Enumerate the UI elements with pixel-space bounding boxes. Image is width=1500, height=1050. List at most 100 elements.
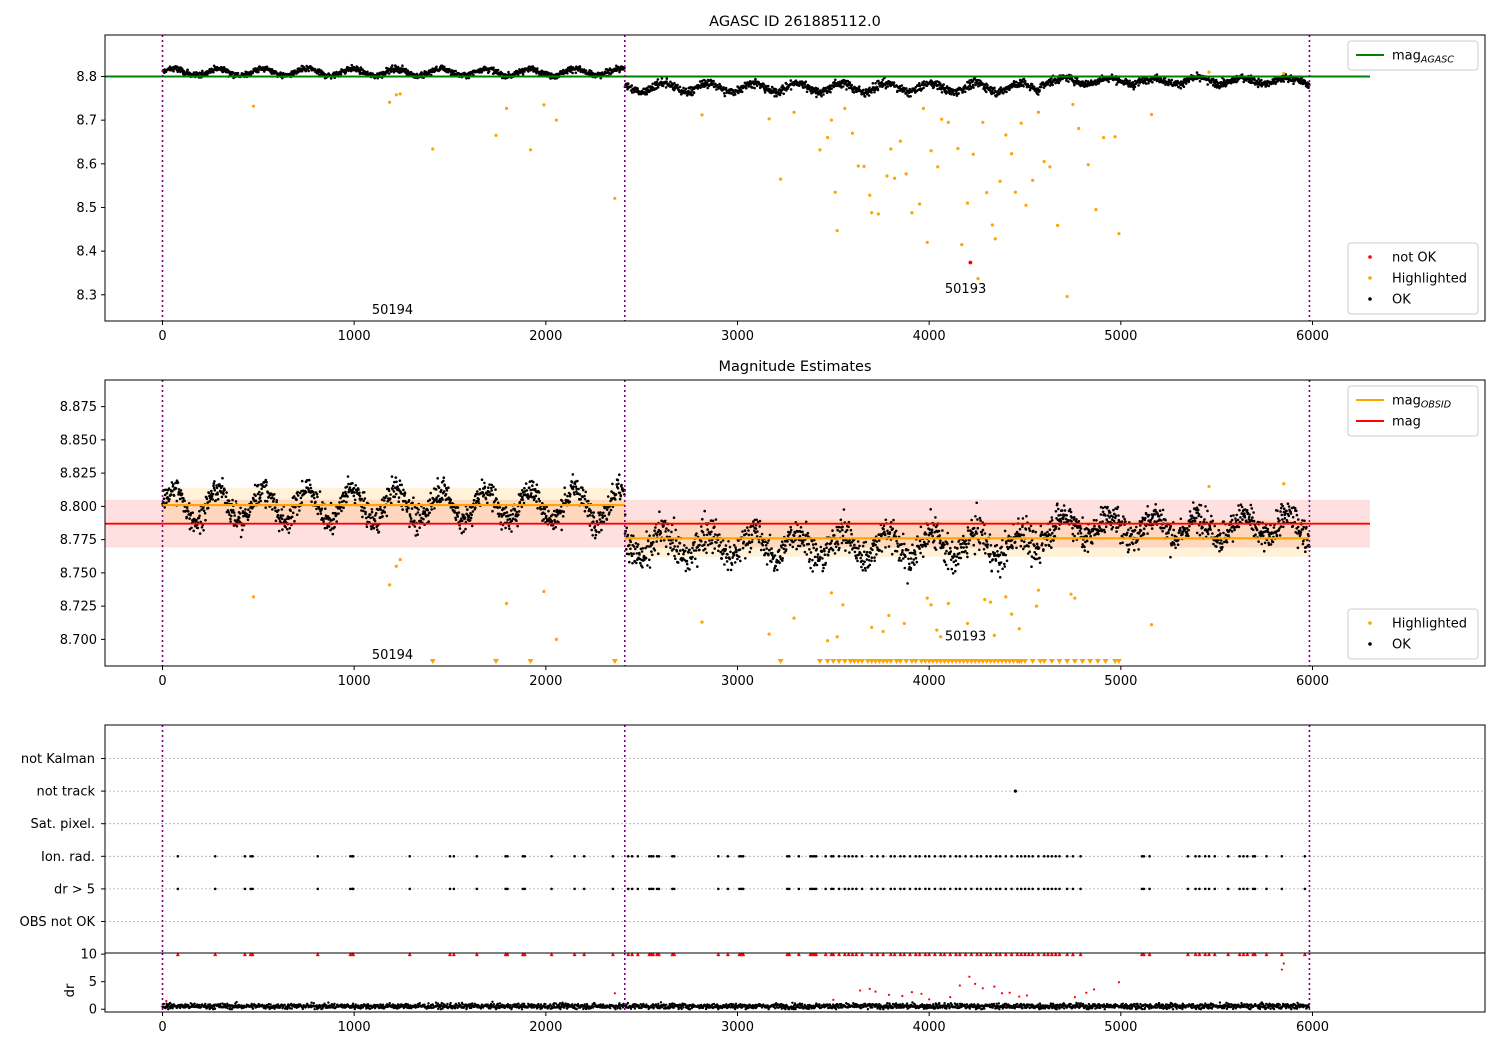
ok-point [922, 86, 925, 90]
ok-point [213, 488, 217, 492]
legend-label: OK [1392, 293, 1411, 308]
ok-point [632, 534, 635, 538]
ok-point [466, 508, 469, 511]
ok-point [856, 540, 860, 543]
ok-point [944, 563, 948, 567]
ok-point [592, 515, 596, 519]
ok-point [890, 552, 894, 556]
ok-point [1001, 91, 1005, 95]
ok-point [801, 541, 805, 544]
ok-point [342, 506, 345, 510]
ok-point [687, 551, 690, 554]
ok-point [895, 550, 899, 553]
ok-point [574, 71, 578, 75]
ok-point [387, 489, 391, 493]
ok-point [719, 541, 723, 544]
highlighted-point [1077, 126, 1081, 131]
ok-point [659, 531, 663, 535]
ok-point [676, 83, 679, 87]
ok-point [853, 550, 857, 554]
ok-point [691, 555, 694, 559]
ok-point [823, 553, 827, 556]
ok-point [231, 498, 234, 502]
highlighted-point [917, 202, 922, 206]
ok-point [321, 501, 324, 504]
ok-point [867, 559, 871, 562]
ok-point [568, 500, 571, 504]
ok-point [771, 551, 774, 555]
ok-point [658, 510, 661, 513]
ok-point [265, 481, 269, 484]
y-tick-label: 8.8 [76, 70, 97, 85]
ok-point [1022, 85, 1025, 88]
ok-point [845, 88, 848, 91]
ok-point [861, 559, 864, 563]
ok-point [273, 506, 277, 509]
ok-point [383, 506, 387, 509]
ok-point [277, 508, 280, 512]
ok-point [271, 508, 274, 511]
ok-point [824, 561, 827, 565]
ok-point [654, 526, 657, 529]
ok-point [956, 547, 959, 550]
ok-point [588, 524, 592, 527]
ok-point [660, 77, 664, 80]
legend-label: not OK [1392, 251, 1437, 266]
ok-point [652, 540, 655, 544]
highlighted-point [843, 106, 847, 110]
ok-point [169, 493, 173, 496]
legend-label-text: Highlighted [1392, 272, 1467, 287]
highlighted-point [960, 242, 964, 247]
ok-point [522, 501, 526, 505]
ok-point [813, 555, 817, 559]
ok-point [500, 528, 503, 531]
ok-point [167, 487, 171, 490]
ok-point [531, 65, 535, 68]
ok-point [701, 517, 704, 521]
ok-point [605, 518, 609, 521]
ok-point [919, 551, 922, 555]
ok-point [729, 550, 732, 554]
ok-point [579, 497, 582, 501]
ok-point [364, 510, 367, 514]
ok-point [389, 493, 392, 496]
ok-point [362, 499, 365, 503]
ok-point [407, 499, 411, 502]
highlighted-point [613, 196, 617, 200]
ok-point [993, 86, 996, 90]
ok-point [602, 511, 605, 515]
ok-point [710, 530, 713, 534]
ok-point [683, 544, 686, 547]
highlighted-point [779, 177, 783, 181]
ok-point [665, 527, 668, 530]
legend-label-text: not OK [1392, 251, 1437, 266]
ok-point [815, 563, 819, 567]
ok-point [862, 88, 865, 92]
ok-point [696, 565, 699, 568]
ok-point [413, 525, 417, 528]
ok-point [273, 493, 276, 496]
ok-point [547, 509, 550, 513]
ok-point [293, 519, 296, 523]
ok-point [706, 86, 709, 90]
ok-point [651, 553, 654, 557]
highlighted-point [1282, 71, 1286, 76]
ok-point [769, 88, 772, 91]
ok-point [391, 487, 394, 491]
ok-point [415, 529, 419, 533]
ok-point [605, 508, 609, 511]
ok-point [772, 569, 776, 572]
y-tick-label: 8.4 [76, 245, 97, 260]
ok-point [973, 552, 977, 556]
highlighted-point [431, 147, 435, 151]
ok-point [685, 562, 689, 566]
highlighted-point [910, 211, 914, 215]
ok-point [744, 557, 747, 560]
ok-point [369, 513, 372, 516]
ok-point [820, 95, 823, 98]
ok-point [517, 513, 520, 516]
ok-point [956, 562, 960, 566]
ok-point [562, 510, 565, 513]
ok-point [571, 473, 575, 476]
ok-point [821, 569, 824, 573]
